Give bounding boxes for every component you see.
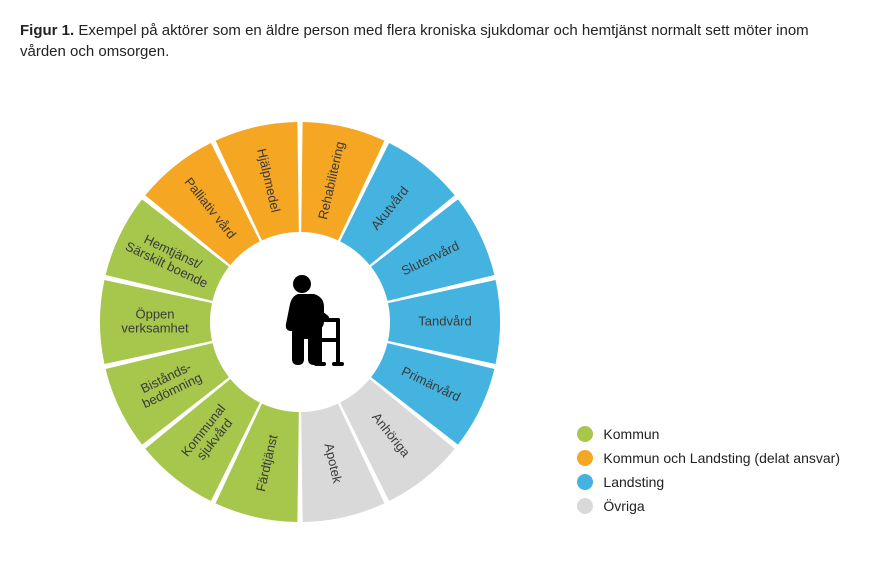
segment-label-line: verksamhet: [121, 321, 189, 336]
legend-label: Landsting: [603, 474, 664, 490]
figure-caption: Figur 1. Exempel på aktörer som en äldre…: [20, 20, 840, 62]
donut-svg: HjälpmedelRehabiliteringAkutvårdSlutenvå…: [20, 72, 580, 552]
segment-label-line: Tandvård: [418, 313, 471, 328]
legend-item: Kommun och Landsting (delat ansvar): [577, 450, 840, 466]
figure-label: Figur 1.: [20, 22, 74, 39]
legend-item: Övriga: [577, 498, 840, 514]
legend: Kommun Kommun och Landsting (delat ansvar…: [577, 418, 840, 522]
legend-swatch: [577, 426, 593, 442]
legend-item: Kommun: [577, 426, 840, 442]
segment-label-line: Öppen: [135, 306, 174, 321]
figure-caption-text: Exempel på aktörer som en äldre person m…: [20, 22, 809, 60]
legend-item: Landsting: [577, 474, 840, 490]
legend-label: Kommun: [603, 426, 659, 442]
legend-label: Övriga: [603, 498, 644, 514]
segment-label: Tandvård: [418, 313, 471, 328]
donut-chart: HjälpmedelRehabiliteringAkutvårdSlutenvå…: [20, 72, 840, 552]
legend-label: Kommun och Landsting (delat ansvar): [603, 450, 840, 466]
legend-swatch: [577, 450, 593, 466]
legend-swatch: [577, 474, 593, 490]
legend-swatch: [577, 498, 593, 514]
